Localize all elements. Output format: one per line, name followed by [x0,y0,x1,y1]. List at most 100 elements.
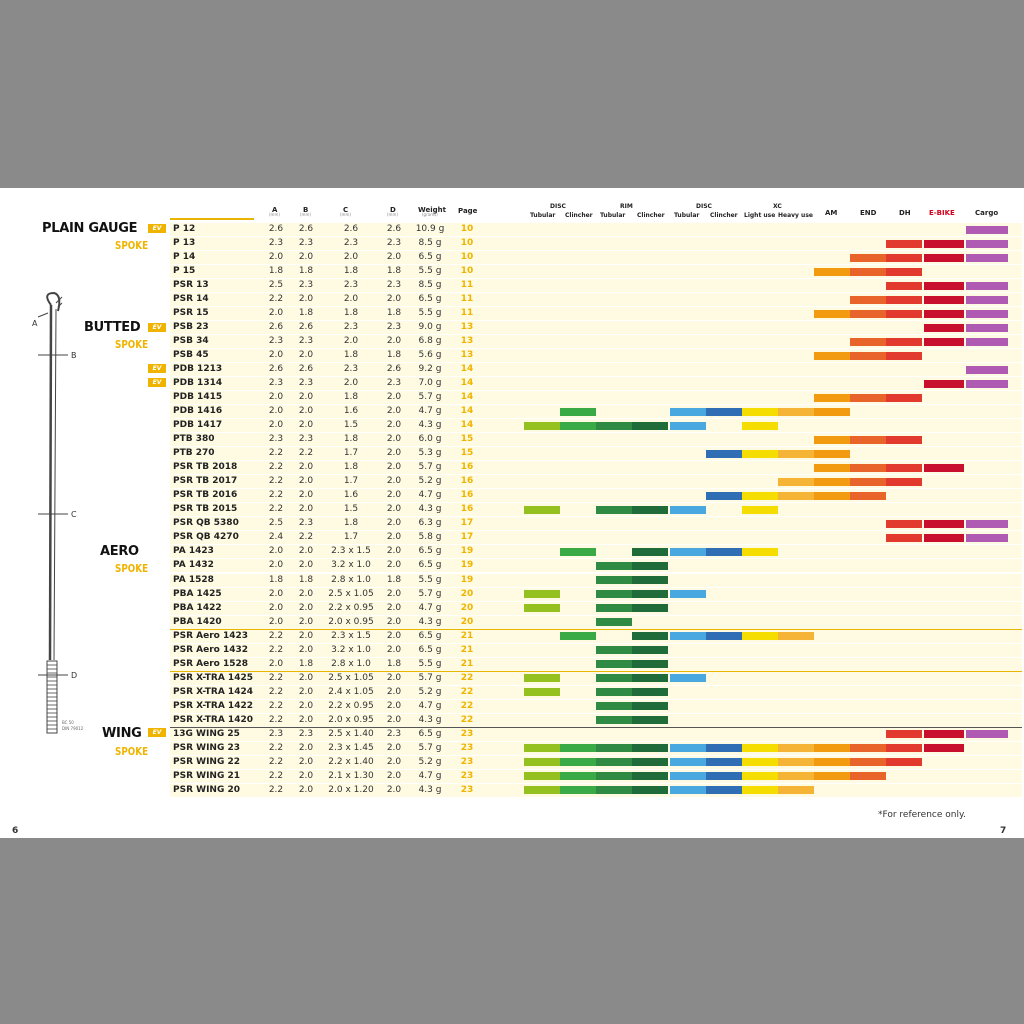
value-b: 2.0 [298,560,314,571]
value-a: 2.2 [268,742,284,753]
usage-bar [814,393,850,402]
usage-bar [706,786,742,795]
value-b: 2.0 [298,770,314,781]
usage-bar [524,505,560,514]
value-b: 2.0 [298,756,314,767]
value-weight: 5.7 g [418,742,442,753]
category-aero-sub: SPOKE [115,562,149,575]
usage-bar [560,632,596,641]
usage-bar [850,758,886,767]
header-c: C [343,206,349,214]
value-page: 20 [460,588,474,599]
usage-bar [524,744,560,753]
usage-bar [924,239,964,248]
value-weight: 6.5 g [418,252,442,263]
value-weight: 5.5 g [418,308,442,319]
value-c: 2.3 [343,280,359,291]
usage-bar [924,309,964,318]
ev-badge: EV [148,364,166,373]
usage-bar [850,435,886,444]
usage-bar [632,604,668,613]
usage-bar [778,758,814,767]
value-page: 23 [460,784,474,795]
usage-bar [524,758,560,767]
table-row [170,377,1022,391]
value-d: 2.0 [386,546,402,557]
usage-bar [814,407,850,416]
value-c: 1.8 [343,392,359,403]
spoke-name: PSR 15 [173,308,209,319]
value-weight: 5.2 g [418,476,442,487]
usage-bar [924,730,964,739]
value-a: 2.0 [268,658,284,669]
value-c: 2.3 [343,364,359,375]
header-light-use: Light use [744,212,776,219]
value-c: 2.0 x 0.95 [328,616,374,627]
value-weight: 6.5 g [418,546,442,557]
usage-bar [706,407,742,416]
value-weight: 6.5 g [418,560,442,571]
header-ebike: E-BIKE [929,209,955,217]
usage-bar [966,239,1008,248]
usage-bar [632,688,668,697]
spoke-name: PBA 1422 [173,602,222,613]
usage-bar [560,786,596,795]
value-page: 22 [460,714,474,725]
value-d: 2.3 [386,280,402,291]
value-page: 14 [460,378,474,389]
value-weight: 4.3 g [418,616,442,627]
spoke-name: P 12 [173,224,196,234]
usage-bar [850,393,886,402]
spoke-name: PDB 1314 [173,378,223,389]
value-d: 2.0 [386,644,402,655]
value-page: 16 [460,462,474,473]
value-d: 2.0 [386,770,402,781]
value-d: 2.0 [386,420,402,431]
usage-bar [924,295,964,304]
usage-bar [560,421,596,430]
usage-bar [966,225,1008,234]
value-a: 2.6 [268,322,284,333]
value-a: 2.3 [268,336,284,347]
usage-bar [670,505,706,514]
value-weight: 5.2 g [418,756,442,767]
value-page: 13 [460,350,474,361]
table-row [170,265,1022,279]
value-c: 1.7 [343,476,359,487]
value-d: 2.0 [386,616,402,627]
ev-badge: EV [148,728,166,737]
value-weight: 4.7 g [418,700,442,711]
spoke-name: PSB 23 [173,322,209,333]
diagram-label-c: C [71,510,77,519]
value-a: 2.2 [268,630,284,641]
usage-bar [596,702,632,711]
value-weight: 9.0 g [418,322,442,333]
usage-bar [924,337,964,346]
usage-bar [596,604,632,613]
usage-bar [850,772,886,781]
value-weight: 6.5 g [418,294,442,305]
value-weight: 4.3 g [418,420,442,431]
value-d: 2.0 [386,504,402,515]
value-a: 2.0 [268,616,284,627]
value-page: 10 [460,224,474,234]
value-a: 2.6 [268,224,284,234]
usage-bar [706,632,742,641]
value-c: 2.5 x 1.05 [328,672,374,683]
value-a: 2.0 [268,406,284,417]
spoke-name: PSR X-TRA 1425 [173,672,253,683]
value-d: 2.0 [386,490,402,501]
value-a: 2.2 [268,476,284,487]
usage-bar [524,421,560,430]
value-weight: 10.9 g [415,224,445,234]
diagram-label-d: D [71,671,78,680]
usage-bar [596,674,632,683]
table-row [170,727,1022,741]
spoke-name: PDB 1417 [173,420,223,431]
value-d: 2.0 [386,434,402,445]
usage-bar [742,744,778,753]
value-a: 2.3 [268,378,284,389]
header-tubular-3: Tubular [674,212,700,219]
spoke-name: PSR WING 20 [173,784,240,795]
usage-bar [706,547,742,556]
